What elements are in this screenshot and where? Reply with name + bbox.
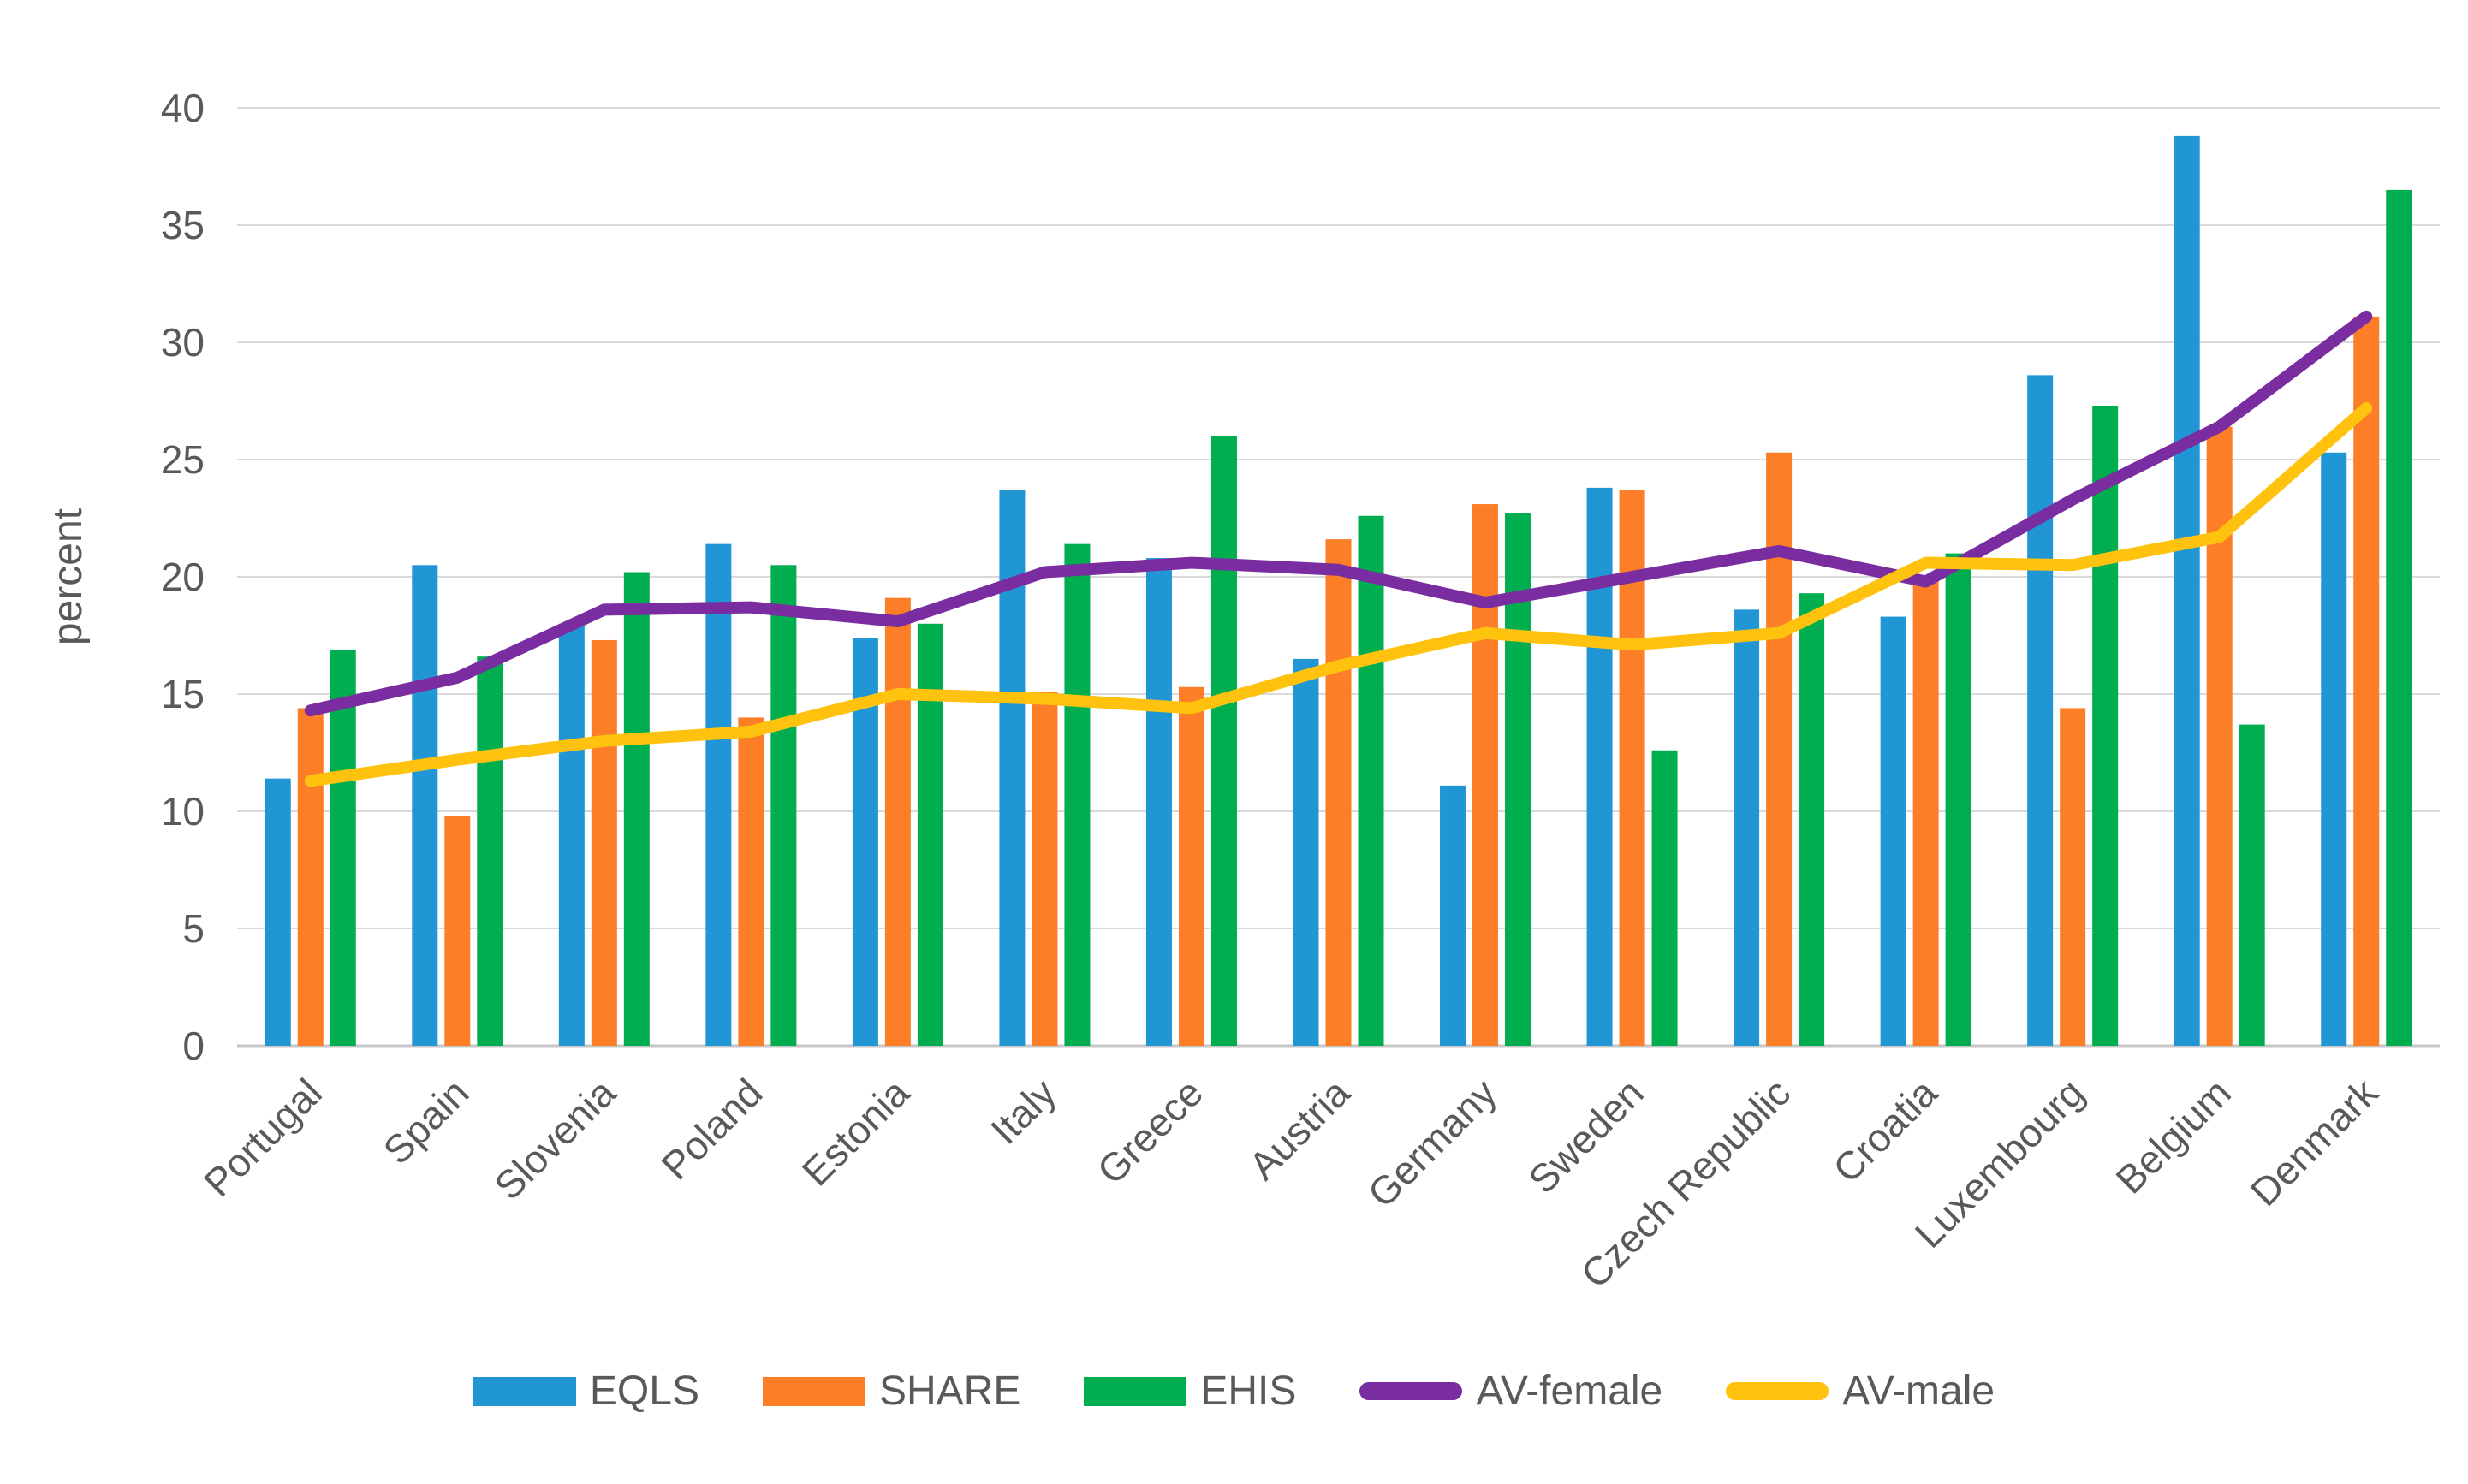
bar-EHIS-Austria	[1358, 515, 1384, 1046]
bar-SHARE-Estonia	[884, 597, 911, 1046]
bar-EHIS-Croatia	[1945, 553, 1971, 1046]
bar-EQLS-Sweden	[1586, 487, 1613, 1046]
x-category-label-Portugal: Portugal	[195, 1070, 330, 1205]
bar-SHARE-Luxembourg	[2060, 708, 2086, 1046]
bar-SHARE-Greece	[1178, 686, 1204, 1046]
y-tick-label-10: 10	[161, 789, 205, 834]
y-tick-label-20: 20	[161, 555, 205, 599]
bar-SHARE-Belgium	[2206, 426, 2233, 1046]
bar-EHIS-Luxembourg	[2092, 405, 2119, 1047]
y-tick-label-15: 15	[161, 672, 205, 716]
x-category-label-Greece: Greece	[1089, 1070, 1211, 1192]
x-category-label-Poland: Poland	[652, 1070, 770, 1188]
legend-label: EQLS	[589, 1368, 699, 1414]
legend-swatch-icon	[473, 1376, 576, 1406]
bar-SHARE-Croatia	[1912, 581, 1939, 1046]
legend-swatch-icon	[762, 1376, 865, 1406]
bar-SHARE-Czech Republic	[1766, 452, 1793, 1046]
bar-EQLS-Spain	[412, 565, 438, 1046]
x-category-label-Slovenia: Slovenia	[485, 1070, 624, 1208]
bar-EQLS-Luxembourg	[2027, 375, 2054, 1046]
legend-label: AV-female	[1476, 1368, 1663, 1414]
y-tick-label-40: 40	[161, 86, 205, 130]
x-category-label-Spain: Spain	[374, 1070, 477, 1172]
bar-EHIS-Italy	[1064, 543, 1091, 1046]
bar-EQLS-Denmark	[2321, 452, 2347, 1046]
legend-line-icon	[1359, 1382, 1463, 1400]
bar-EQLS-Slovenia	[558, 623, 585, 1046]
y-tick-label-5: 5	[182, 906, 205, 951]
bar-EHIS-Denmark	[2386, 189, 2412, 1046]
bar-EQLS-Portugal	[265, 778, 291, 1046]
legend-label: SHARE	[878, 1368, 1021, 1414]
bar-EHIS-Spain	[477, 656, 503, 1046]
bar-EHIS-Belgium	[2239, 724, 2265, 1046]
y-tick-label-30: 30	[161, 320, 205, 365]
bar-EQLS-Germany	[1440, 785, 1466, 1046]
bar-EQLS-Austria	[1293, 658, 1319, 1046]
y-tick-label-0: 0	[182, 1024, 205, 1068]
line-AV-male	[304, 401, 2373, 787]
bar-SHARE-Denmark	[2353, 316, 2380, 1046]
bar-EQLS-Italy	[999, 490, 1026, 1046]
y-tick-label-25: 25	[161, 437, 205, 482]
bar-SHARE-Italy	[1032, 692, 1058, 1046]
bar-EHIS-Czech Republic	[1799, 593, 1825, 1046]
bar-EQLS-Belgium	[2174, 135, 2200, 1046]
bar-EHIS-Greece	[1210, 436, 1237, 1047]
x-category-label-Austria: Austria	[1240, 1070, 1359, 1188]
bar-EHIS-Sweden	[1651, 750, 1678, 1046]
legend-item-AV-male: AV-male	[1726, 1368, 1995, 1415]
y-tick-label-35: 35	[161, 203, 205, 247]
legend-label: EHIS	[1200, 1368, 1297, 1414]
bar-SHARE-Germany	[1472, 504, 1499, 1046]
legend-item-EHIS: EHIS	[1084, 1368, 1296, 1415]
x-category-label-Croatia: Croatia	[1824, 1070, 1946, 1191]
bar-EHIS-Estonia	[917, 623, 943, 1046]
bar-SHARE-Portugal	[297, 708, 324, 1046]
legend-item-SHARE: SHARE	[762, 1368, 1021, 1415]
bar-EHIS-Poland	[770, 565, 797, 1046]
bar-EQLS-Czech Republic	[1734, 609, 1760, 1046]
bar-EQLS-Greece	[1145, 558, 1172, 1046]
x-category-label-Denmark: Denmark	[2242, 1070, 2387, 1214]
x-category-label-Sweden: Sweden	[1519, 1070, 1651, 1202]
legend-line-icon	[1726, 1382, 1829, 1400]
line-AV-female	[304, 310, 2373, 717]
bar-SHARE-Austria	[1325, 539, 1352, 1046]
bar-EQLS-Croatia	[1880, 616, 1906, 1046]
x-category-label-Estonia: Estonia	[794, 1070, 919, 1195]
bar-EHIS-Slovenia	[623, 572, 650, 1046]
legend-swatch-icon	[1084, 1376, 1187, 1406]
legend-item-AV-female: AV-female	[1359, 1368, 1662, 1415]
x-category-label-Germany: Germany	[1359, 1070, 1506, 1216]
legend-item-EQLS: EQLS	[473, 1368, 699, 1415]
legend-label: AV-male	[1842, 1368, 1995, 1414]
x-category-label-Belgium: Belgium	[2107, 1070, 2239, 1202]
bar-EHIS-Portugal	[330, 649, 356, 1046]
x-category-label-Italy: Italy	[982, 1070, 1064, 1152]
y-axis-title: percent	[45, 508, 91, 645]
bar-SHARE-Slovenia	[591, 639, 617, 1046]
bar-EQLS-Poland	[705, 543, 732, 1046]
bar-SHARE-Spain	[444, 816, 471, 1046]
bar-SHARE-Poland	[738, 717, 764, 1046]
chart-legend: EQLS SHARE EHIS AV-female AV-male	[0, 1368, 2468, 1415]
